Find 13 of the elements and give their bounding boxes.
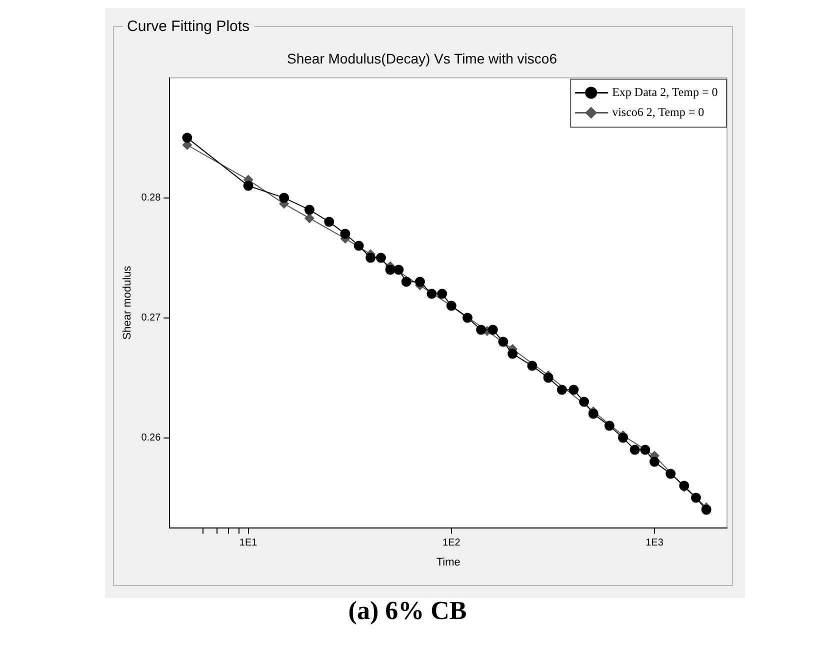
x-tick-label: 1E1 xyxy=(239,538,258,549)
legend-label: visco6 2, Temp = 0 xyxy=(612,104,704,119)
y-axis-title: Shear modulus xyxy=(122,265,134,340)
text: (a) 6% CB xyxy=(347,596,468,626)
legend-label: Exp Data 2, Temp = 0 xyxy=(612,84,718,99)
x-tick-label: 1E3 xyxy=(646,538,664,549)
y-tick-label: 0.28 xyxy=(141,192,162,204)
y-tick-label: 0.26 xyxy=(141,432,162,444)
x-axis-title: Time xyxy=(436,556,460,568)
x-tick-label: 1E2 xyxy=(442,538,461,549)
y-tick-label: 0.27 xyxy=(141,312,162,324)
text: Curve Fitting Plots xyxy=(123,18,254,35)
chart-title: Shear Modulus(Decay) Vs Time with visco6 xyxy=(287,50,558,66)
